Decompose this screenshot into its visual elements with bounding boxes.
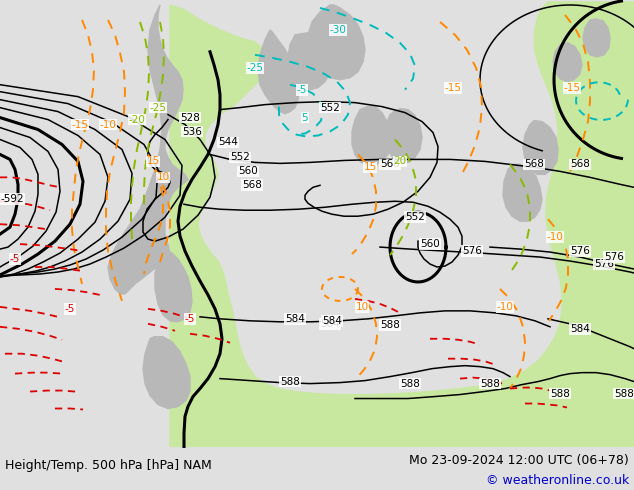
Text: 552: 552 <box>230 152 250 162</box>
Text: 584: 584 <box>320 319 340 329</box>
Text: 20: 20 <box>394 156 406 167</box>
Text: -5: -5 <box>297 85 307 95</box>
Text: 536: 536 <box>182 126 202 137</box>
Text: 588: 588 <box>480 379 500 389</box>
Text: -592: -592 <box>0 194 24 204</box>
Text: 560: 560 <box>420 239 440 249</box>
Text: Mo 23-09-2024 12:00 UTC (06+78): Mo 23-09-2024 12:00 UTC (06+78) <box>409 454 629 466</box>
Text: -30: -30 <box>330 25 346 35</box>
Polygon shape <box>523 121 558 174</box>
Polygon shape <box>583 19 610 57</box>
Text: Height/Temp. 500 hPa [hPa] NAM: Height/Temp. 500 hPa [hPa] NAM <box>5 459 212 471</box>
Text: -5: -5 <box>185 314 195 324</box>
Text: -15: -15 <box>564 83 581 93</box>
Text: 544: 544 <box>218 138 238 147</box>
Text: -5: -5 <box>10 254 20 264</box>
Polygon shape <box>155 249 192 322</box>
Text: 584: 584 <box>570 324 590 334</box>
Text: -10: -10 <box>496 302 514 312</box>
Text: 588: 588 <box>280 377 300 387</box>
Text: 584: 584 <box>322 316 342 326</box>
Text: 568: 568 <box>380 159 400 170</box>
Text: 15: 15 <box>363 162 377 172</box>
Text: 576: 576 <box>604 252 624 262</box>
Polygon shape <box>352 107 390 166</box>
Text: -15: -15 <box>72 120 89 129</box>
Polygon shape <box>108 5 188 294</box>
Text: 560: 560 <box>238 167 258 176</box>
Text: 576: 576 <box>462 246 482 256</box>
Polygon shape <box>503 165 542 221</box>
Text: 588: 588 <box>380 320 400 330</box>
Text: 528: 528 <box>180 113 200 122</box>
Text: 568: 568 <box>242 180 262 190</box>
Text: 552: 552 <box>405 212 425 222</box>
Text: 588: 588 <box>614 389 634 398</box>
Text: 10: 10 <box>356 302 368 312</box>
Text: -25: -25 <box>150 102 167 113</box>
Text: -10: -10 <box>100 120 117 129</box>
Text: 568: 568 <box>524 159 544 170</box>
Text: 5: 5 <box>302 113 308 122</box>
Text: 576: 576 <box>594 259 614 269</box>
Text: © weatheronline.co.uk: © weatheronline.co.uk <box>486 474 629 488</box>
Polygon shape <box>258 30 300 114</box>
Polygon shape <box>288 33 332 90</box>
Text: -15: -15 <box>444 83 462 93</box>
Polygon shape <box>308 5 365 80</box>
Polygon shape <box>553 43 582 82</box>
Text: -25: -25 <box>247 63 264 73</box>
Text: 552: 552 <box>320 102 340 113</box>
Text: 584: 584 <box>285 314 305 324</box>
Text: -10: -10 <box>547 232 564 242</box>
Text: 588: 588 <box>400 379 420 389</box>
Text: 568: 568 <box>570 159 590 170</box>
Polygon shape <box>385 109 422 162</box>
Text: 588: 588 <box>550 389 570 398</box>
Text: -5: -5 <box>65 304 75 314</box>
Text: -20: -20 <box>129 115 145 124</box>
Polygon shape <box>170 2 634 446</box>
Text: 576: 576 <box>570 246 590 256</box>
Text: 10: 10 <box>157 172 169 182</box>
Text: 15: 15 <box>146 156 160 167</box>
Polygon shape <box>143 337 190 409</box>
